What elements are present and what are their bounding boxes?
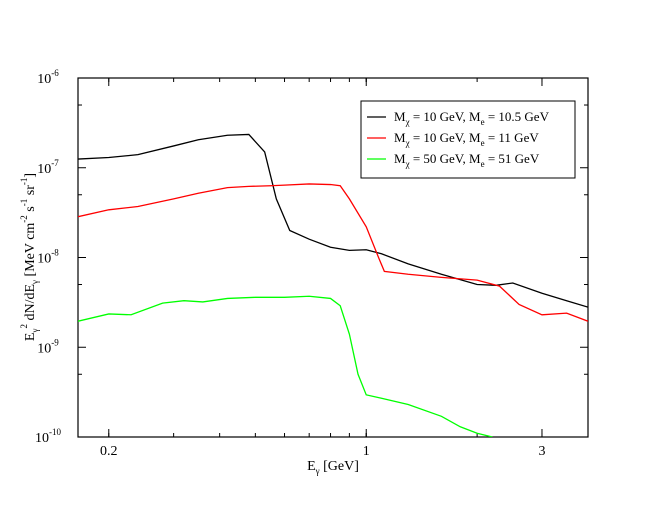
y-tick-label: 10-6 [37,68,59,87]
y-tick-label: 10-9 [37,337,59,356]
axis-ticks: 0.2 1 3 10-6 10-7 10-8 10-9 10-10 [35,68,589,459]
x-tick-label: 3 [538,444,545,459]
series-line-3 [78,295,493,437]
y-axis-label: Eγ2 dN/dEγ [MeV cm-2 s-1 sr-1] [19,173,40,341]
y-tick-label: 10-8 [37,248,59,267]
series-line-2 [78,183,588,322]
legend-label-1: Mχ = 10 GeV, Me = 10.5 GeV [394,109,550,127]
legend-box [360,100,576,179]
legend-label-2: Mχ = 10 GeV, Me = 11 GeV [394,130,539,148]
legend-label-3: Mχ = 50 GeV, Me = 51 GeV [394,151,540,169]
y-tick-label: 10-7 [37,158,59,177]
x-tick-label: 1 [363,444,370,459]
x-tick-label: 0.2 [100,444,118,459]
data-series [78,133,588,437]
legend: Mχ = 10 GeV, Me = 10.5 GeV Mχ = 10 GeV, M… [360,100,576,179]
series-line-1 [78,133,588,308]
y-tick-label: 10-10 [35,427,61,446]
x-axis-label: Eγ [GeV] [307,459,359,476]
